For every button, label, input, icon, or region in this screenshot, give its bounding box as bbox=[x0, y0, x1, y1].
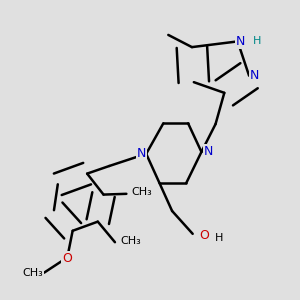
Text: H: H bbox=[214, 232, 223, 243]
Text: CH₃: CH₃ bbox=[132, 187, 152, 197]
Text: N: N bbox=[204, 146, 213, 158]
Text: H: H bbox=[253, 36, 262, 46]
Text: O: O bbox=[199, 229, 209, 242]
Text: CH₃: CH₃ bbox=[120, 236, 141, 246]
Text: N: N bbox=[137, 147, 146, 160]
Text: CH₃: CH₃ bbox=[22, 268, 43, 278]
Text: N: N bbox=[236, 35, 245, 48]
Text: N: N bbox=[250, 69, 260, 82]
Text: O: O bbox=[62, 252, 72, 265]
